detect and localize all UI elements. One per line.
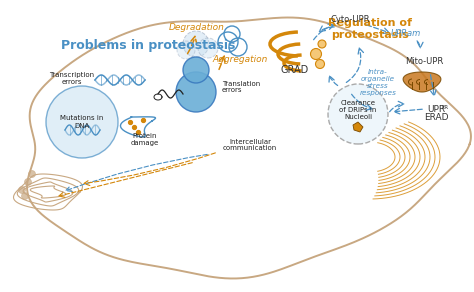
- Text: Protein
damage: Protein damage: [131, 133, 159, 147]
- Circle shape: [177, 41, 195, 59]
- Circle shape: [316, 60, 325, 69]
- Text: ER: ER: [442, 105, 449, 110]
- Text: Regulation of
proteostasis: Regulation of proteostasis: [328, 18, 412, 40]
- Text: Intra-
organelle
stress
responses: Intra- organelle stress responses: [360, 69, 396, 95]
- Text: ERAD: ERAD: [424, 114, 448, 123]
- Circle shape: [18, 187, 26, 194]
- Text: Mutations in
DNA: Mutations in DNA: [60, 116, 104, 128]
- Text: Clearance
of DRIPs in
Nucleoli: Clearance of DRIPs in Nucleoli: [339, 100, 377, 120]
- Circle shape: [318, 40, 326, 48]
- Text: Cyto-UPR: Cyto-UPR: [330, 15, 370, 25]
- Circle shape: [28, 171, 36, 178]
- Circle shape: [198, 38, 218, 58]
- Circle shape: [21, 192, 28, 199]
- Text: Aggregation: Aggregation: [212, 55, 268, 65]
- Text: Mito-UPR: Mito-UPR: [405, 58, 443, 67]
- Polygon shape: [353, 122, 363, 132]
- Circle shape: [46, 86, 118, 158]
- Circle shape: [328, 84, 388, 144]
- Circle shape: [183, 57, 209, 83]
- Circle shape: [183, 31, 209, 57]
- Circle shape: [310, 48, 321, 60]
- Polygon shape: [403, 72, 441, 92]
- Text: Degradation: Degradation: [169, 23, 225, 32]
- Text: Translation
errors: Translation errors: [222, 81, 260, 93]
- Text: UPR: UPR: [427, 105, 445, 114]
- Text: Problems in proteostasis: Problems in proteostasis: [61, 39, 235, 51]
- Text: UPRam: UPRam: [391, 29, 421, 39]
- Text: Transcription
errors: Transcription errors: [49, 72, 94, 86]
- Circle shape: [176, 72, 216, 112]
- Text: Intercellular
communication: Intercellular communication: [223, 138, 277, 152]
- Text: GRAD: GRAD: [281, 65, 309, 75]
- Circle shape: [25, 178, 31, 185]
